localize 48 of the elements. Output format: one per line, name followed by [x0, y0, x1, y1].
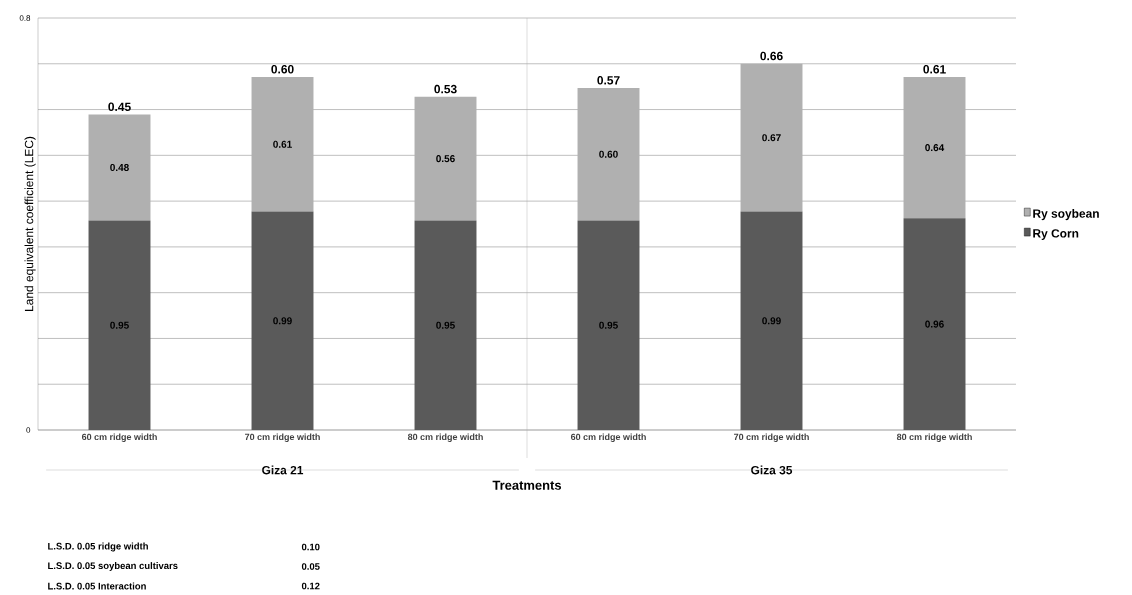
bar: [577, 88, 640, 221]
text: L.S.D. 0.05 soybean cultivars: [48, 562, 178, 571]
annotation: 0.57: [597, 76, 620, 85]
x-tick-label: 60 cm ridge width: [81, 433, 157, 442]
text: L.S.D. 0.05 ridge width: [48, 542, 148, 552]
x-tick-label: 70 cm ridge width: [734, 433, 809, 442]
bar: [88, 114, 151, 221]
data-label: 0.95: [436, 321, 455, 329]
bar: [251, 211, 314, 431]
text: 0.66: [760, 51, 783, 61]
data-label: 0.61: [273, 140, 292, 148]
x-tick-label: 70 cm ridge width: [245, 433, 320, 442]
bar: [251, 77, 314, 212]
data-label: 0.99: [762, 317, 781, 325]
data-label: 0.95: [599, 321, 618, 329]
legend-label: Ry Corn: [1033, 229, 1079, 240]
data-label: 0.64: [925, 144, 945, 152]
bar: [740, 63, 803, 212]
x-tick-label: 80 cm ridge width: [896, 433, 972, 442]
data-label: 0.60: [599, 150, 618, 158]
annotation: 0.53: [434, 84, 457, 94]
bar: [740, 211, 803, 431]
bar: [414, 220, 477, 431]
text: 0.12: [301, 582, 320, 590]
data-label: 0.67: [762, 134, 781, 142]
text: 0.10: [301, 543, 320, 551]
data-label: 0.56: [436, 155, 455, 163]
y-axis-title: Land equivalent coefficient (LEC): [24, 136, 36, 311]
data-label: 0.95: [110, 321, 129, 329]
annotation: 0.45: [108, 102, 131, 111]
bar: [414, 96, 477, 221]
x-tick-label: 60 cm ridge width: [570, 433, 646, 442]
x-tick-label: 80 cm ridge width: [407, 433, 483, 442]
text: Giza 35: [751, 465, 793, 475]
annotation: 0.61: [923, 65, 946, 74]
annotation: 0.60: [271, 65, 294, 74]
text: 0.05: [301, 563, 320, 570]
legend-label: Ry soybean: [1033, 209, 1099, 221]
x-axis-title: Treatments: [492, 480, 562, 490]
text: Giza 21: [262, 465, 304, 475]
text: L.S.D. 0.05 Interaction: [48, 582, 146, 590]
data-label: 0.99: [273, 317, 292, 325]
bar: [577, 220, 640, 431]
bar: [903, 77, 966, 219]
bar: [903, 218, 966, 431]
data-label: 0.48: [110, 163, 129, 171]
data-label: 0.96: [925, 320, 944, 328]
bar: [88, 220, 151, 431]
